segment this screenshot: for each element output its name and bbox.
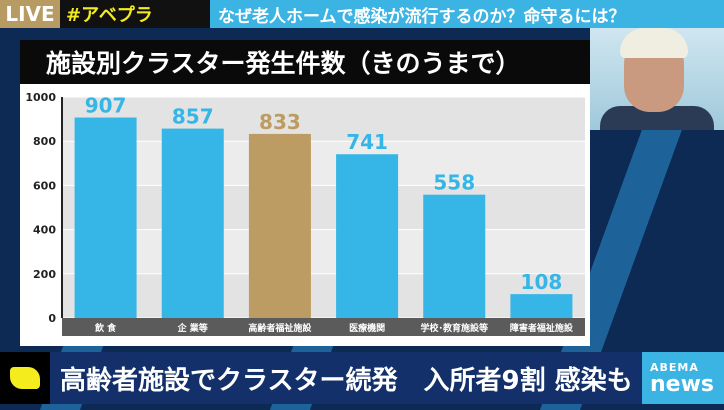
y-tick-label: 200 [33, 268, 56, 281]
x-tick-label: 学校･教育施設等 [420, 322, 488, 334]
top-bar: LIVE #アベプラ なぜ老人ホームで感染が流行するのか？命守るには？ [0, 0, 724, 28]
y-tick-label: 400 [33, 224, 56, 237]
program-hashtag: #アベプラ [60, 0, 210, 28]
data-label: 907 [85, 94, 127, 118]
bar [161, 128, 224, 318]
bar [510, 294, 573, 318]
grid-band [62, 141, 585, 186]
caption-bar: 高齢者施設でクラスター続発 入所者9割 感染も ABEMA news [0, 352, 724, 404]
presenter-video [590, 28, 724, 130]
caption-text: 高齢者施設でクラスター続発 入所者9割 感染も [60, 365, 633, 396]
x-tick-label: 障害者福祉施設 [510, 322, 574, 334]
logo-top: ABEMA [650, 360, 699, 374]
chart-title: 施設別クラスター発生件数（きのうまで） [20, 40, 590, 84]
abema-news-logo: ABEMA news [642, 352, 724, 404]
y-tick-label: 0 [48, 312, 56, 325]
data-label: 833 [259, 110, 301, 134]
x-tick-label: 企 業等 [177, 322, 208, 334]
y-tick-label: 1000 [25, 91, 56, 104]
plot-background [62, 97, 585, 318]
x-tick-label: 飲 食 [94, 322, 117, 334]
headline: なぜ老人ホームで感染が流行するのか？命守るには？ [210, 0, 724, 28]
live-badge: LIVE [0, 0, 60, 28]
bar [423, 194, 486, 318]
bar [248, 133, 311, 318]
flag-box [0, 352, 50, 404]
bar [336, 154, 399, 318]
data-label: 857 [172, 105, 214, 129]
chart-panel: 0 200 400 600 800 1000 907 飲 食 857 企 業等 833 高齢者福祉施設… [20, 84, 590, 346]
y-tick-label: 800 [33, 135, 56, 148]
grid-band [62, 229, 585, 274]
data-label: 558 [433, 171, 475, 195]
bar [74, 117, 137, 318]
logo-bottom: news [650, 371, 715, 397]
x-tick-label: 医療機関 [349, 322, 385, 334]
data-label: 741 [346, 130, 388, 154]
data-label: 108 [521, 270, 563, 294]
bar-chart: 0 200 400 600 800 1000 907 飲 食 857 企 業等 833 高齢者福祉施設… [25, 91, 585, 336]
presenter-hair [620, 28, 688, 58]
x-label-band [62, 318, 585, 336]
flag-icon [10, 367, 40, 389]
x-tick-label: 高齢者福祉施設 [248, 322, 312, 334]
y-tick-label: 600 [33, 179, 56, 192]
